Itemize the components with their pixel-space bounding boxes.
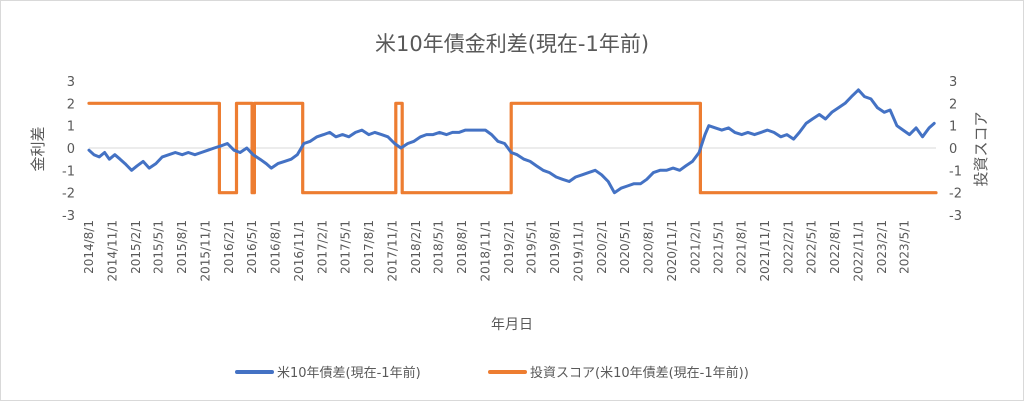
x-tick-29: 2021/11/1 [758, 220, 772, 282]
x-tick-19: 2019/5/1 [525, 220, 539, 274]
x-tick-13: 2017/11/1 [385, 220, 399, 282]
chart-title: 米10年債金利差(現在-1年前) [375, 32, 649, 56]
x-tick-7: 2016/5/1 [245, 220, 259, 274]
x-tick-17: 2018/11/1 [478, 220, 492, 282]
y-axis-label-right: 投資スコア [972, 111, 990, 186]
x-tick-24: 2020/8/1 [642, 220, 656, 274]
x-tick-30: 2022/2/1 [782, 220, 796, 274]
x-tick-14: 2018/2/1 [409, 220, 423, 274]
x-tick-3: 2015/5/1 [152, 220, 166, 274]
x-tick-8: 2016/8/1 [269, 220, 283, 274]
x-axis-ticks: 2014/8/1 2014/11/1 2015/2/1 2015/5/1 2015/8/… [82, 220, 912, 282]
x-tick-12: 2017/8/1 [362, 220, 376, 274]
x-tick-34: 2023/2/1 [875, 220, 889, 274]
y-tick-right-2: 1 [949, 120, 957, 135]
right-axis-ticks: 3 2 1 0 -1 -2 -3 [949, 75, 962, 224]
legend-label-series-1: 投資スコア(米10年債差(現在-1年前)) [530, 365, 749, 381]
x-tick-15: 2018/5/1 [431, 220, 445, 274]
x-tick-27: 2021/5/1 [711, 220, 725, 274]
x-tick-21: 2019/11/1 [572, 220, 586, 282]
y-tick-left-6: -3 [62, 209, 75, 224]
legend: 米10年債差(現在-1年前) 投資スコア(米10年債差(現在-1年前)) [235, 365, 749, 381]
y-tick-right-4: -1 [949, 164, 962, 179]
x-tick-32: 2022/8/1 [828, 220, 842, 274]
y-tick-left-2: 1 [67, 120, 75, 135]
x-tick-4: 2015/8/1 [175, 220, 189, 274]
x-tick-22: 2020/2/1 [595, 220, 609, 274]
x-tick-33: 2022/11/1 [851, 220, 865, 282]
y-tick-right-5: -2 [949, 187, 962, 202]
x-tick-16: 2018/8/1 [455, 220, 469, 274]
series-line-0 [87, 88, 936, 195]
x-tick-35: 2023/5/1 [898, 220, 912, 274]
x-tick-28: 2021/8/1 [735, 220, 749, 274]
series-group [87, 88, 938, 195]
x-tick-18: 2019/2/1 [502, 220, 516, 274]
y-tick-left-3: 0 [67, 142, 75, 157]
x-tick-26: 2021/2/1 [689, 220, 703, 274]
legend-label-series-0: 米10年債差(現在-1年前) [277, 365, 421, 381]
x-axis-label: 年月日 [491, 317, 533, 333]
y-axis-label-left: 金利差 [29, 126, 47, 171]
x-tick-25: 2020/11/1 [665, 220, 679, 282]
x-tick-2: 2015/2/1 [129, 220, 143, 274]
left-axis-ticks: 3 2 1 0 -1 -2 -3 [62, 75, 75, 224]
x-tick-5: 2015/11/1 [199, 220, 213, 282]
y-tick-right-3: 0 [949, 142, 957, 157]
y-tick-right-0: 3 [949, 75, 957, 90]
y-tick-right-6: -3 [949, 209, 962, 224]
y-tick-right-1: 2 [949, 97, 957, 112]
x-tick-10: 2017/2/1 [316, 220, 330, 274]
y-tick-left-5: -2 [62, 187, 75, 202]
x-tick-31: 2022/5/1 [804, 220, 818, 274]
x-tick-20: 2019/8/1 [548, 220, 562, 274]
y-tick-left-4: -1 [62, 164, 75, 179]
y-tick-left-1: 2 [67, 97, 75, 112]
y-tick-left-0: 3 [67, 75, 75, 90]
x-tick-1: 2014/11/1 [105, 220, 119, 282]
x-tick-9: 2016/11/1 [292, 220, 306, 282]
x-tick-6: 2016/2/1 [222, 220, 236, 274]
x-tick-23: 2020/5/1 [618, 220, 632, 274]
x-tick-11: 2017/5/1 [338, 220, 352, 274]
x-tick-0: 2014/8/1 [82, 220, 96, 274]
